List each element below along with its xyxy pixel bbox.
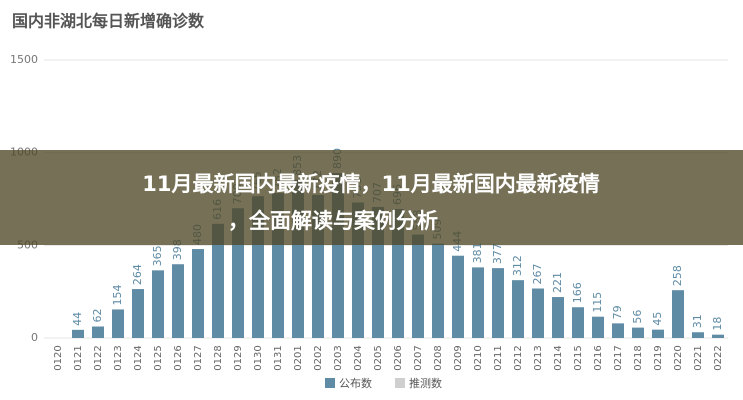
x-tick-label: 0216	[593, 345, 604, 370]
bar	[672, 290, 684, 338]
x-tick-label: 0128	[213, 345, 224, 370]
value-label: 312	[511, 255, 524, 276]
x-tick-label: 0130	[253, 345, 264, 370]
x-tick-label: 0126	[173, 345, 184, 370]
x-tick-label: 0127	[193, 345, 204, 370]
x-tick-label: 0212	[513, 345, 524, 370]
x-tick-label: 0208	[433, 345, 444, 370]
x-tick-label: 0210	[473, 345, 484, 370]
x-tick-label: 0207	[413, 345, 424, 370]
bar	[632, 327, 644, 338]
value-label: 221	[551, 272, 564, 293]
x-tick-label: 0218	[633, 345, 644, 370]
x-tick-label: 0219	[653, 345, 664, 370]
x-tick-label: 0205	[373, 345, 384, 370]
x-tick-label: 0122	[93, 345, 104, 370]
value-label: 264	[131, 264, 144, 285]
x-tick-label: 0125	[153, 345, 164, 370]
value-label: 45	[651, 312, 664, 326]
x-tick-label: 0206	[393, 345, 404, 370]
x-tick-label: 0215	[573, 345, 584, 370]
bar	[192, 249, 204, 338]
bar	[492, 268, 504, 338]
x-tick-label: 0123	[113, 345, 124, 370]
value-label: 44	[71, 312, 84, 326]
bar	[212, 223, 224, 338]
bar	[172, 264, 184, 338]
bar	[712, 334, 724, 338]
value-label: 31	[691, 314, 704, 328]
value-label: 377	[491, 243, 504, 264]
x-tick-label: 0220	[673, 345, 684, 370]
x-tick-label: 0214	[553, 345, 564, 370]
y-tick-label: 0	[31, 331, 38, 344]
bar	[432, 243, 444, 338]
value-label: 166	[571, 282, 584, 303]
x-tick-label: 0131	[273, 345, 284, 370]
x-tick-label: 0124	[133, 345, 144, 370]
bar	[152, 270, 164, 338]
chart-title: 国内非湖北每日新增确诊数	[12, 12, 205, 31]
bar	[112, 309, 124, 338]
bar	[412, 234, 424, 338]
legend-label: 推测数	[409, 376, 442, 390]
value-label: 365	[151, 245, 164, 266]
bar	[452, 255, 464, 338]
bar	[472, 267, 484, 338]
value-label: 56	[631, 310, 644, 324]
bar	[592, 316, 604, 338]
bar	[512, 280, 524, 338]
overlay-text: 11月最新国内最新疫情，11月最新国内最新疫情	[142, 172, 599, 196]
bar	[132, 289, 144, 338]
x-tick-label: 0203	[333, 345, 344, 370]
bar	[552, 297, 564, 338]
bar	[652, 329, 664, 338]
x-tick-label: 0217	[613, 345, 624, 370]
x-tick-label: 0221	[693, 345, 704, 370]
value-label: 18	[711, 317, 724, 331]
x-tick-label: 0222	[713, 345, 724, 370]
bar	[72, 329, 84, 338]
bar	[532, 288, 544, 338]
x-tick-label: 0211	[493, 345, 504, 370]
x-tick-label: 0121	[73, 345, 84, 370]
value-label: 62	[91, 309, 104, 323]
value-label: 154	[111, 284, 124, 305]
x-tick-label: 0201	[293, 345, 304, 370]
bar	[692, 332, 704, 338]
value-label: 381	[471, 242, 484, 263]
x-tick-label: 0213	[533, 345, 544, 370]
value-label: 115	[591, 292, 604, 313]
legend-swatch	[395, 378, 405, 388]
overlay-text: ，全面解读与案例分析	[228, 209, 438, 233]
x-tick-label: 0120	[53, 345, 64, 370]
x-tick-label: 0209	[453, 345, 464, 370]
bar	[572, 307, 584, 338]
x-tick-label: 0202	[313, 345, 324, 370]
y-tick-label: 1500	[10, 53, 38, 66]
legend-label: 公布数	[339, 377, 372, 390]
value-label: 79	[611, 305, 624, 319]
value-label: 258	[671, 265, 684, 286]
bar	[612, 323, 624, 338]
overlay-band	[0, 150, 743, 245]
x-tick-label: 0129	[233, 345, 244, 370]
value-label: 267	[531, 264, 544, 285]
legend-swatch	[325, 378, 335, 388]
bar	[92, 326, 104, 338]
x-tick-label: 0204	[353, 345, 364, 370]
